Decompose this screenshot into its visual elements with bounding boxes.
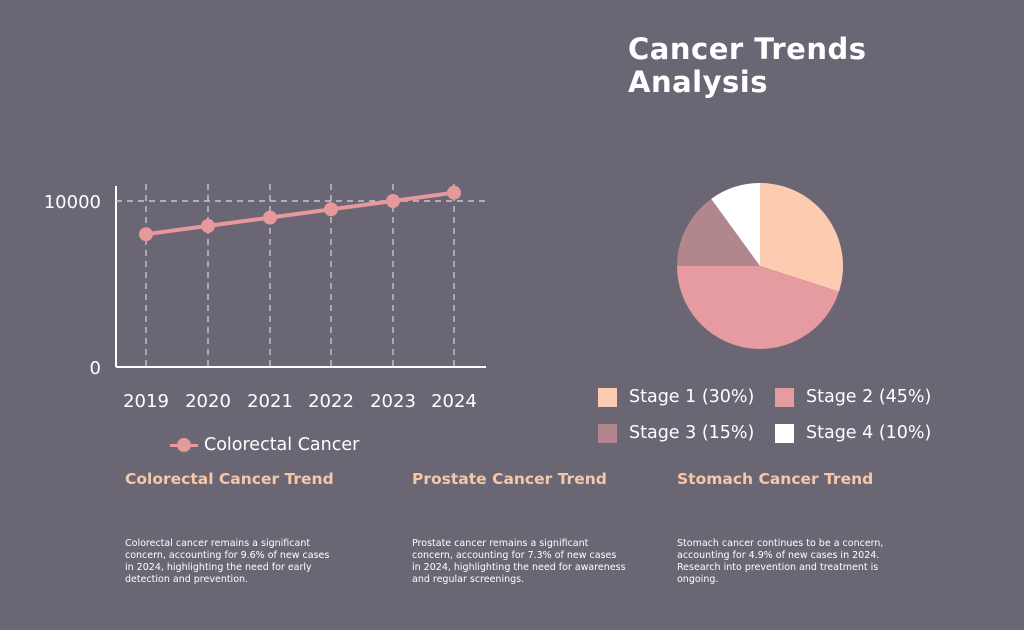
data-point: [139, 227, 153, 242]
page-title: Cancer Trends Analysis: [628, 32, 867, 99]
x-tick-label: 2021: [247, 391, 293, 412]
card-title: Prostate Cancer Trend: [412, 470, 607, 488]
data-point: [324, 202, 338, 217]
x-tick-label: 2019: [123, 391, 169, 412]
pie-legend-item-stage-3: Stage 3 (15%): [598, 421, 754, 445]
card-stomach: Stomach Cancer Trend Stomach cancer cont…: [677, 469, 892, 585]
pie-legend-label: Stage 4 (10%): [806, 423, 932, 443]
pie-legend-item-stage-2: Stage 2 (45%): [775, 385, 931, 409]
card-text: Colorectal cancer remains a significant …: [125, 538, 330, 585]
card-title: Colorectal Cancer Trend: [125, 470, 334, 488]
pie-legend-item-stage-4: Stage 4 (10%): [775, 421, 931, 445]
x-tick-label: 2022: [308, 391, 354, 412]
y-tick-label: 0: [90, 358, 101, 379]
card-text: Stomach cancer continues to be a concern…: [677, 538, 884, 585]
data-point: [263, 210, 277, 225]
series-line-colorectal: [145, 190, 455, 237]
x-tick-label: 2020: [185, 391, 231, 412]
x-tick-label: 2024: [431, 391, 477, 412]
stage-2-swatch: [775, 387, 794, 407]
stage-1-swatch: [598, 387, 617, 407]
data-point: [386, 194, 400, 208]
card-colorectal: Colorectal Cancer Trend Colorectal cance…: [125, 469, 340, 585]
y-tick-label: 10000: [44, 192, 101, 213]
stage-4-swatch: [775, 423, 794, 443]
line-legend-label: Colorectal Cancer: [204, 435, 360, 455]
pie-chart-legend: Stage 1 (30%) Stage 2 (45%) Stage 3 (15%…: [598, 385, 998, 449]
pie-legend-item-stage-1: Stage 1 (30%): [598, 385, 754, 409]
line-legend-marker: [170, 435, 198, 455]
pie-legend-label: Stage 1 (30%): [629, 387, 755, 407]
card-text: Prostate cancer remains a significant co…: [412, 538, 626, 585]
x-tick-label: 2023: [370, 391, 416, 412]
pie-legend-label: Stage 2 (45%): [806, 387, 932, 407]
data-point: [201, 218, 215, 233]
card-title: Stomach Cancer Trend: [677, 470, 874, 488]
pie-legend-label: Stage 3 (15%): [629, 423, 755, 443]
card-prostate: Prostate Cancer Trend Prostate cancer re…: [412, 469, 627, 585]
data-point: [447, 185, 461, 200]
line-chart-legend: Colorectal Cancer: [170, 433, 359, 457]
stage-3-swatch: [598, 423, 617, 443]
